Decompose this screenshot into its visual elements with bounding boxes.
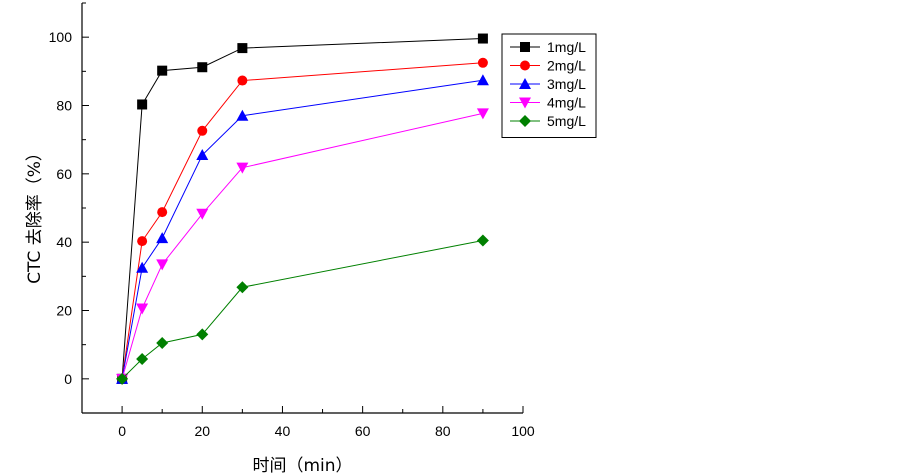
x-tick-label: 20 xyxy=(194,423,210,439)
data-point xyxy=(156,232,169,244)
data-point xyxy=(156,259,169,271)
legend-item: 2mg/L xyxy=(510,58,586,74)
series-layer xyxy=(116,33,489,385)
legend-label: 1mg/L xyxy=(547,39,586,55)
y-tick-label: 100 xyxy=(49,29,73,45)
data-point xyxy=(136,303,149,315)
data-point xyxy=(197,62,208,73)
x-axis-title: 时间（min） xyxy=(253,456,353,476)
data-point xyxy=(197,125,208,136)
series-line xyxy=(121,239,484,380)
data-point xyxy=(236,162,249,174)
data-point xyxy=(156,336,169,349)
y-tick-label: 80 xyxy=(56,98,72,114)
legend-item: 1mg/L xyxy=(510,39,586,55)
legend-marker xyxy=(519,97,531,109)
legend-marker xyxy=(519,78,531,89)
series-line xyxy=(121,79,483,379)
data-point xyxy=(476,234,489,247)
x-tick-label: 100 xyxy=(511,423,535,439)
data-point xyxy=(236,281,249,294)
legend: 1mg/L 2mg/L 3mg/L 4mg/L 5mg/L xyxy=(501,33,597,138)
series-1 xyxy=(117,33,488,384)
legend-item: 5mg/L xyxy=(510,113,586,129)
data-point xyxy=(237,75,248,86)
data-point xyxy=(137,236,148,247)
legend-item: 4mg/L xyxy=(510,95,586,111)
legend-marker xyxy=(520,42,530,52)
legend-label: 5mg/L xyxy=(547,113,586,129)
data-point xyxy=(196,328,209,341)
data-point xyxy=(116,372,129,385)
series-line xyxy=(121,112,484,379)
data-point xyxy=(157,65,168,76)
data-point xyxy=(196,149,209,161)
data-point xyxy=(136,261,149,273)
data-point xyxy=(477,57,488,68)
data-point xyxy=(477,33,488,44)
x-tick-label: 60 xyxy=(355,423,371,439)
y-axis-title: CTC 去除率（%） xyxy=(25,144,45,284)
legend-marker xyxy=(519,115,531,127)
series-line xyxy=(121,62,483,379)
legend-label: 2mg/L xyxy=(547,58,586,74)
data-point xyxy=(476,108,489,120)
data-point xyxy=(157,207,168,218)
y-tick-label: 20 xyxy=(56,303,72,319)
data-point xyxy=(137,99,148,110)
series-3 xyxy=(116,74,489,384)
data-point xyxy=(237,43,248,54)
legend-marker xyxy=(520,60,530,71)
data-point xyxy=(136,353,149,366)
x-tick-label: 80 xyxy=(435,423,451,439)
legend-item: 3mg/L xyxy=(510,76,586,92)
y-tick-label: 0 xyxy=(64,371,72,387)
x-axis-ticks: 0 20 40 60 80 100 xyxy=(81,406,535,439)
data-point xyxy=(196,208,209,220)
series-5 xyxy=(116,234,489,385)
y-axis-ticks: 0 20 40 60 80 100 xyxy=(49,2,89,414)
x-tick-label: 0 xyxy=(118,423,126,439)
series-line xyxy=(121,38,483,379)
legend-label: 4mg/L xyxy=(547,95,586,111)
x-tick-label: 40 xyxy=(275,423,291,439)
legend-box xyxy=(501,33,597,138)
y-tick-label: 40 xyxy=(56,234,72,250)
legend-label: 3mg/L xyxy=(547,76,586,92)
data-point xyxy=(476,74,489,86)
data-point xyxy=(236,109,249,121)
series-4 xyxy=(116,108,489,385)
y-tick-label: 60 xyxy=(56,166,72,182)
